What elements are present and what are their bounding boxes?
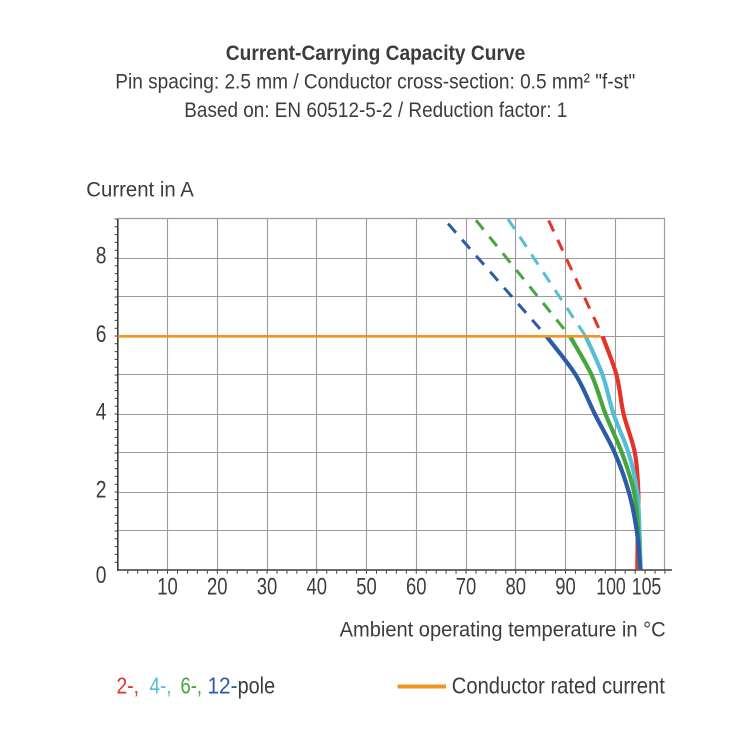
svg-text:Current-Carrying Capacity Curv: Current-Carrying Capacity Curve [226,41,526,65]
svg-text:2: 2 [96,478,107,504]
svg-text:50: 50 [356,574,377,600]
svg-text:100: 100 [596,574,626,600]
svg-text:30: 30 [257,574,278,600]
svg-text:6: 6 [96,322,107,348]
svg-text:90: 90 [555,574,576,600]
svg-text:Ambient operating temperature: Ambient operating temperature in °C [340,617,666,642]
svg-text:60: 60 [406,574,427,600]
svg-text:6-,: 6-, [181,672,203,698]
svg-text:105: 105 [632,574,662,600]
svg-text:Conductor rated current: Conductor rated current [452,672,666,698]
svg-text:10: 10 [157,574,178,600]
svg-text:20: 20 [207,574,228,600]
svg-text:pole: pole [238,672,276,698]
svg-text:Based on: EN 60512-5-2 / Reduc: Based on: EN 60512-5-2 / Reduction facto… [184,98,567,122]
svg-text:40: 40 [307,574,328,600]
svg-text:2-,: 2-, [117,672,140,698]
svg-text:4-,: 4-, [150,672,172,698]
svg-text:70: 70 [456,574,477,600]
svg-text:8: 8 [96,244,107,270]
svg-text:Current in A: Current in A [86,178,194,202]
svg-text:4: 4 [96,400,107,426]
svg-text:0: 0 [96,563,107,589]
svg-text:Pin spacing: 2.5 mm / Conducto: Pin spacing: 2.5 mm / Conductor cross-se… [115,69,635,93]
svg-text:12-: 12- [208,672,238,698]
svg-text:80: 80 [506,574,527,600]
